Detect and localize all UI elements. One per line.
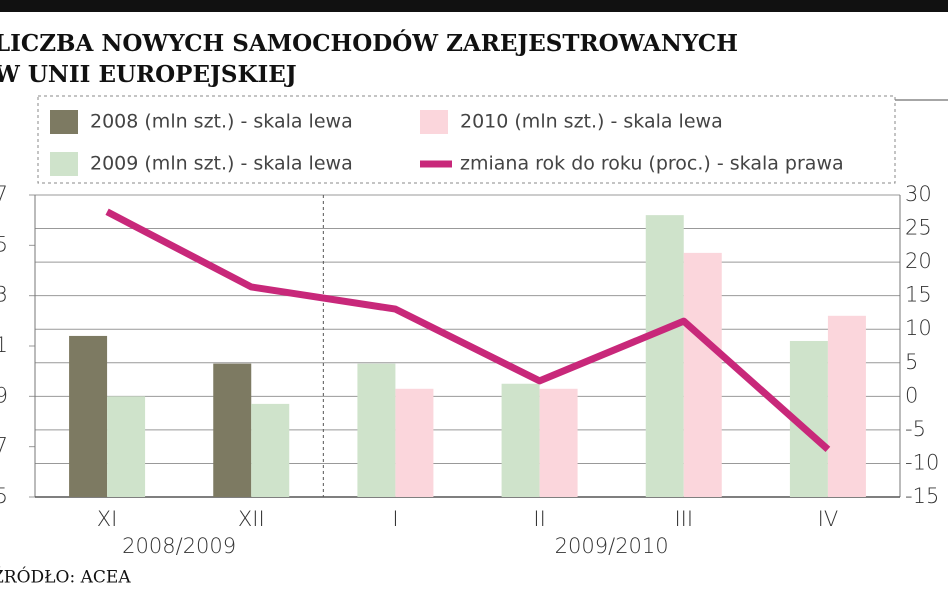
source: ŹRÓDŁO: ACEA [0, 567, 131, 588]
chart-subtitle: W UNII EUROPEJSKIEJ [0, 61, 297, 88]
legend-label: zmiana rok do roku (proc.) - skala prawa [460, 153, 844, 175]
y-tick-label: 7 [0, 434, 8, 458]
y-tick-label: 7 [0, 182, 8, 206]
y-tick-label: 9 [0, 383, 8, 407]
bar [501, 383, 540, 497]
y2-tick-label: -15 [905, 484, 939, 508]
legend-label: 2010 (mln szt.) - skala lewa [460, 111, 723, 133]
chart-title: LICZBA NOWYCH SAMOCHODÓW ZAREJESTROWANYC… [0, 30, 738, 57]
group-label: 2009/2010 [555, 534, 669, 558]
y2-tick-label: 15 [905, 283, 932, 307]
x-tick-label: I [392, 507, 398, 531]
bar [213, 363, 252, 497]
y2-tick-label: 5 [905, 350, 918, 374]
x-tick-label: IV [818, 507, 839, 531]
bar [539, 388, 578, 497]
group-label: 2008/2009 [122, 534, 236, 558]
y-tick-label: 5 [0, 484, 8, 508]
y2-tick-label: 25 [905, 216, 932, 240]
x-tick-label: XI [97, 507, 118, 531]
bar [645, 215, 684, 497]
y2-tick-label: -10 [905, 450, 939, 474]
top-rule [0, 0, 948, 12]
x-tick-label: III [674, 507, 693, 531]
bar [357, 363, 396, 497]
legend-label: 2009 (mln szt.) - skala lewa [90, 153, 353, 175]
bar [69, 335, 108, 497]
bar [107, 396, 146, 497]
y2-tick-label: 20 [905, 249, 932, 273]
y-tick-label: 1 [0, 333, 8, 357]
legend-swatch [50, 152, 78, 176]
x-tick-label: II [533, 507, 545, 531]
legend-swatch [420, 110, 448, 134]
legend-swatch [50, 110, 78, 134]
x-tick-label: XII [238, 507, 265, 531]
y-tick-label: 5 [0, 232, 8, 256]
y2-tick-label: 0 [905, 383, 918, 407]
y-tick-label: 3 [0, 283, 8, 307]
y2-tick-label: -5 [905, 417, 926, 441]
bar [683, 252, 722, 497]
y2-tick-label: 30 [905, 182, 932, 206]
line [105, 208, 831, 452]
legend-box [37, 95, 896, 184]
legend-label: 2008 (mln szt.) - skala lewa [90, 111, 353, 133]
bar [251, 403, 290, 497]
bar [395, 388, 434, 497]
y2-tick-label: 10 [905, 316, 932, 340]
bar [827, 315, 866, 497]
